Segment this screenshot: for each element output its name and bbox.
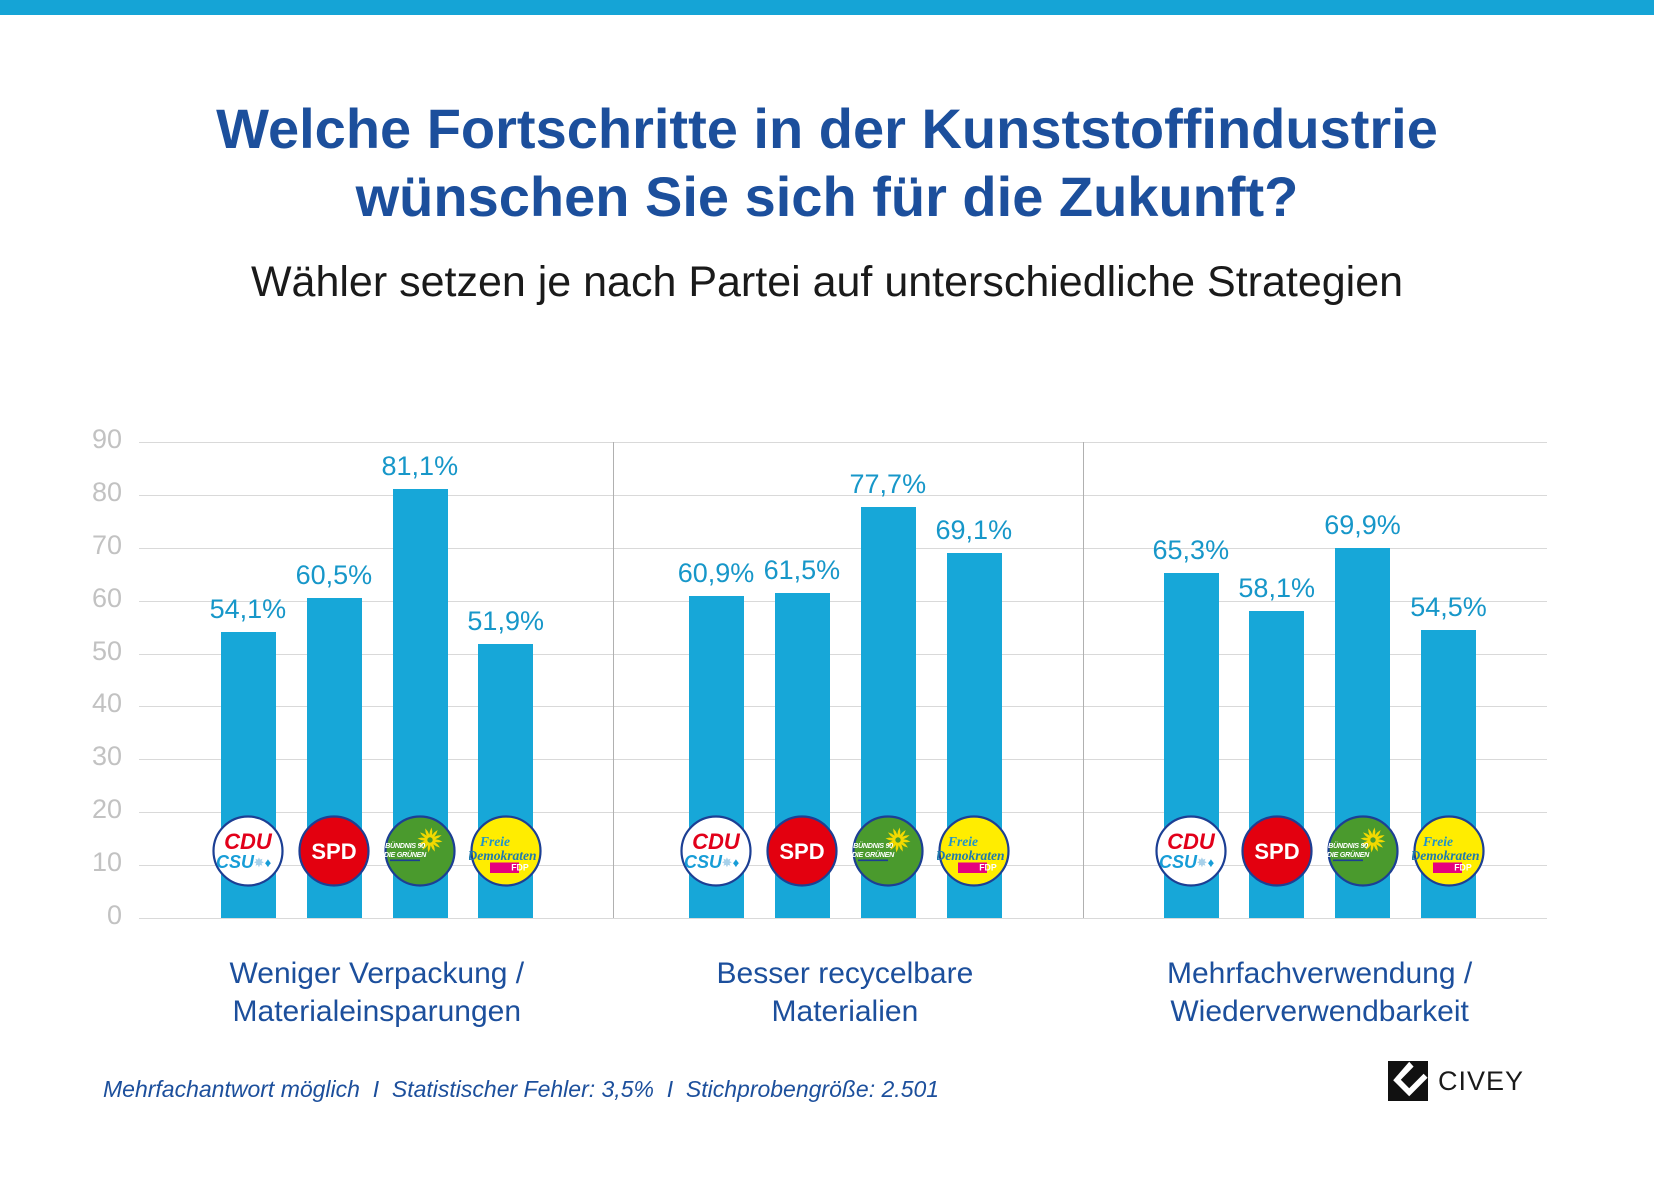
svg-text:CDU: CDU bbox=[692, 829, 741, 854]
svg-text:Demokraten: Demokraten bbox=[469, 848, 537, 863]
svg-text:✸: ✸ bbox=[1196, 855, 1207, 870]
svg-text:FDP: FDP bbox=[511, 863, 529, 873]
svg-text:Demokraten: Demokraten bbox=[1412, 848, 1480, 863]
svg-text:Freie: Freie bbox=[1422, 834, 1453, 849]
svg-text:Freie: Freie bbox=[947, 834, 978, 849]
svg-text:CIVEY: CIVEY bbox=[1438, 1066, 1524, 1096]
svg-text:♦: ♦ bbox=[265, 855, 272, 870]
svg-text:✸: ✸ bbox=[722, 855, 733, 870]
svg-text:CDU: CDU bbox=[224, 829, 273, 854]
svg-text:CDU: CDU bbox=[1167, 829, 1216, 854]
svg-text:Demokraten: Demokraten bbox=[937, 848, 1005, 863]
svg-text:♦: ♦ bbox=[1207, 855, 1214, 870]
svg-text:DIE GRÜNEN: DIE GRÜNEN bbox=[1326, 850, 1369, 859]
svg-text:CSU: CSU bbox=[684, 852, 723, 872]
svg-text:CSU: CSU bbox=[1159, 852, 1198, 872]
svg-text:SPD: SPD bbox=[311, 839, 356, 864]
svg-text:BÜNDNIS 90: BÜNDNIS 90 bbox=[385, 841, 425, 850]
svg-text:DIE GRÜNEN: DIE GRÜNEN bbox=[384, 850, 427, 859]
svg-text:✸: ✸ bbox=[253, 855, 264, 870]
svg-text:FDP: FDP bbox=[979, 863, 997, 873]
svg-text:BÜNDNIS 90: BÜNDNIS 90 bbox=[853, 841, 893, 850]
svg-text:♦: ♦ bbox=[733, 855, 740, 870]
svg-text:Freie: Freie bbox=[479, 834, 510, 849]
svg-text:CSU: CSU bbox=[216, 852, 255, 872]
svg-text:SPD: SPD bbox=[1254, 839, 1299, 864]
svg-text:SPD: SPD bbox=[779, 839, 824, 864]
svg-text:BÜNDNIS 90: BÜNDNIS 90 bbox=[1328, 841, 1368, 850]
svg-text:FDP: FDP bbox=[1454, 863, 1472, 873]
svg-text:DIE GRÜNEN: DIE GRÜNEN bbox=[852, 850, 895, 859]
